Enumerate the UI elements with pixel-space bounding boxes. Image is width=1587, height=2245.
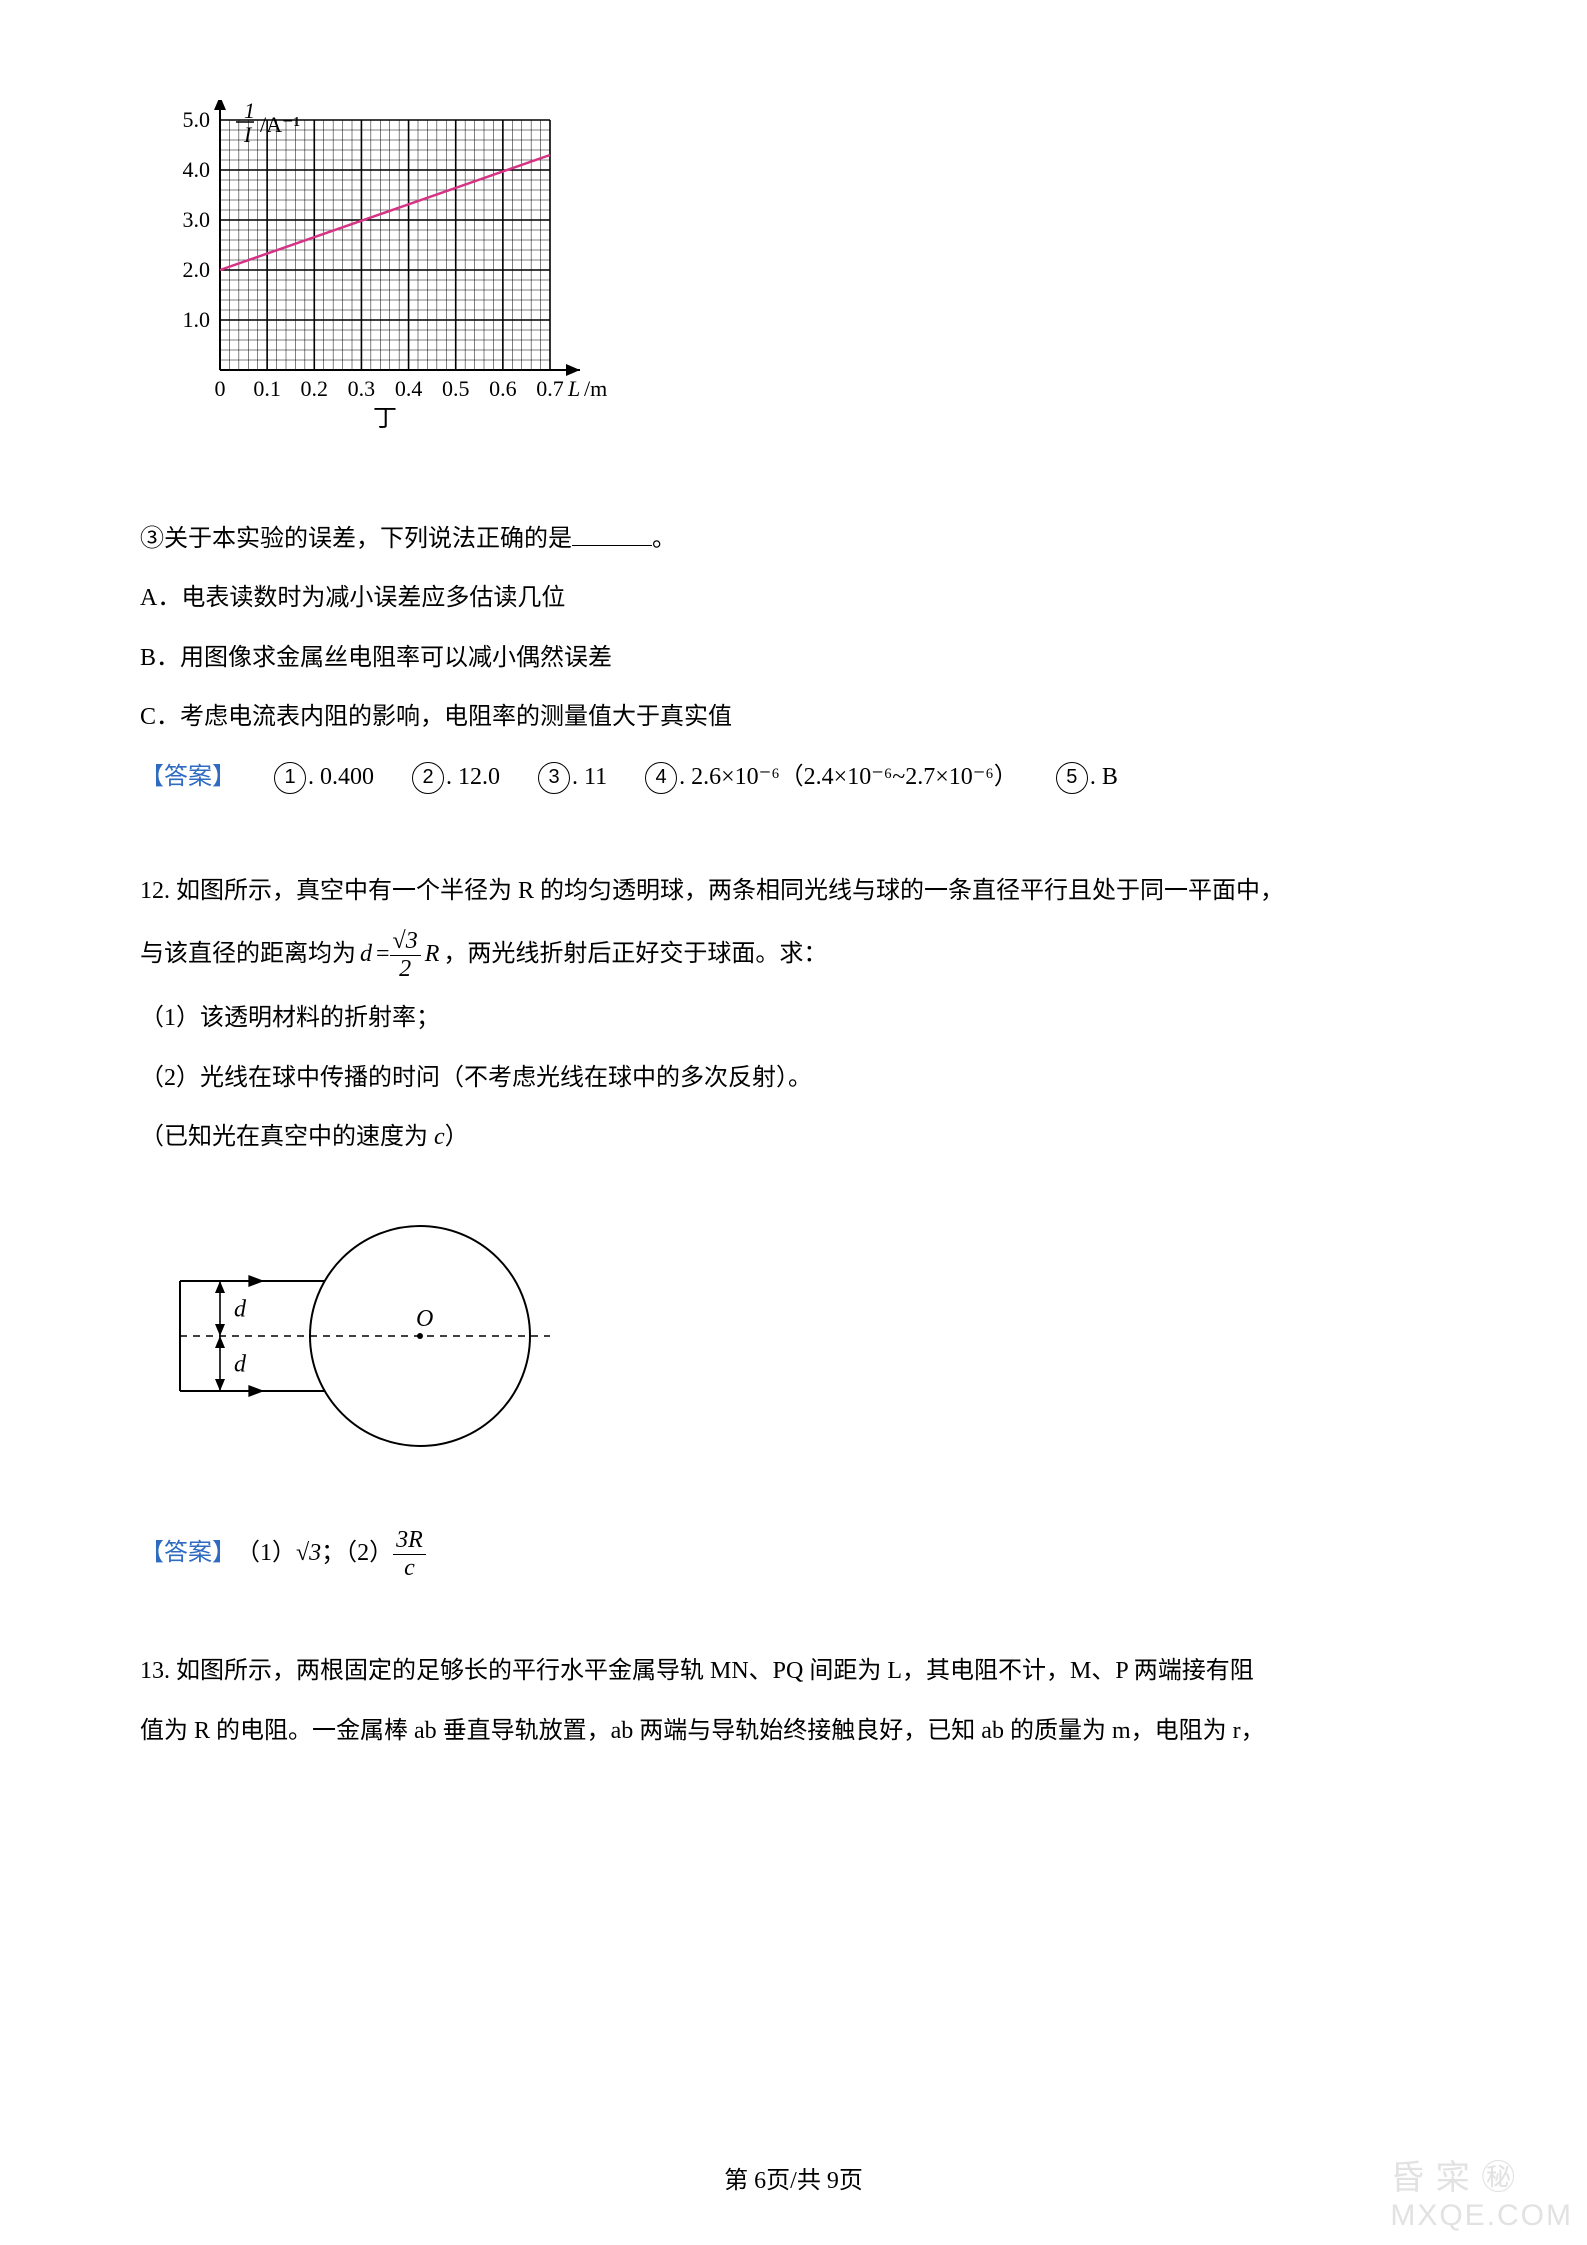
q12-line1-text: 如图所示，真空中有一个半径为 R 的均匀透明球，两条相同光线与球的一条直径平行且… bbox=[176, 878, 1284, 904]
watermark-bot: MXQE.COM bbox=[1390, 2199, 1573, 2233]
q3-intro: ③关于本实验的误差，下列说法正确的是 。 bbox=[140, 517, 1447, 563]
eq-root: 3 bbox=[406, 928, 418, 954]
svg-text:/A⁻¹: /A⁻¹ bbox=[260, 112, 300, 137]
svg-text:d: d bbox=[234, 1351, 247, 1377]
answer-row-1: 【答案】 1. 0.400 2. 12.0 3. 11 4. 2.6×10⁻⁶（… bbox=[140, 755, 1447, 801]
eq-den: 2 bbox=[390, 956, 421, 982]
ans-val-4: 2.6×10⁻⁶（2.4×10⁻⁶~2.7×10⁻⁶） bbox=[691, 764, 1018, 790]
ans-2: 2. 12.0 bbox=[410, 755, 500, 801]
ans-val-2: 12.0 bbox=[458, 764, 500, 790]
answer-label: 【答案】 bbox=[140, 755, 236, 801]
svg-text:4.0: 4.0 bbox=[183, 157, 211, 182]
q12-line2: 与该直径的距离均为 d = √3 2 R ，两光线折射后正好交于球面。求： bbox=[140, 928, 1447, 982]
svg-text:1.0: 1.0 bbox=[183, 307, 211, 332]
q3-intro-text: ③关于本实验的误差，下列说法正确的是 bbox=[140, 526, 572, 552]
option-C: C．考虑电流表内阻的影响，电阻率的测量值大于真实值 bbox=[140, 695, 1447, 741]
svg-text:3.0: 3.0 bbox=[183, 207, 211, 232]
q12-num: 12. bbox=[140, 878, 176, 904]
q12-ans1-label: （1） bbox=[236, 1531, 296, 1577]
q13-line1: 13. 如图所示，两根固定的足够长的平行水平金属导轨 MN、PQ 间距为 L，其… bbox=[140, 1649, 1447, 1695]
svg-text:0.6: 0.6 bbox=[489, 376, 517, 401]
svg-text:1: 1 bbox=[244, 100, 255, 123]
page-footer: 第 6页/共 9页 bbox=[0, 2160, 1587, 2195]
q12-line2a: 与该直径的距离均为 bbox=[140, 932, 356, 978]
graph-1-over-I-vs-L: 1.0 2.0 3.0 4.0 5.0 0 0.1 0.2 0.3 0.4 0.5 0.6 0.7 1I /… bbox=[150, 100, 1447, 477]
q12-part1: （1）该透明材料的折射率； bbox=[140, 996, 1447, 1042]
eq-d: d bbox=[360, 932, 372, 978]
answer-label-2: 【答案】 bbox=[140, 1531, 236, 1577]
q13-num: 13. bbox=[140, 1658, 176, 1684]
ans-val-3: 11 bbox=[584, 764, 607, 790]
circled-4: 4 bbox=[645, 762, 677, 794]
circled-3: 3 bbox=[538, 762, 570, 794]
q12-line2b: ，两光线折射后正好交于球面。求： bbox=[443, 932, 827, 978]
q13-line2: 值为 R 的电阻。一金属棒 ab 垂直导轨放置，ab 两端与导轨始终接触良好，已… bbox=[140, 1709, 1447, 1755]
ans-5: 5. B bbox=[1054, 755, 1118, 801]
q12-ans1-val: √3 bbox=[296, 1531, 321, 1577]
q12-part2: （2）光线在球中传播的时问（不考虑光线在球中的多次反射）。 bbox=[140, 1056, 1447, 1102]
q12-part3b: ） bbox=[445, 1124, 469, 1150]
q12-ans2-den: c bbox=[393, 1555, 426, 1581]
circled-1: 1 bbox=[274, 762, 306, 794]
q12-answer: 【答案】 （1） √3 ；（2） 3R c bbox=[140, 1527, 1447, 1581]
svg-text:0: 0 bbox=[215, 376, 226, 401]
ans-val-5: B bbox=[1102, 764, 1118, 790]
svg-text:5.0: 5.0 bbox=[183, 107, 211, 132]
svg-text:0.7: 0.7 bbox=[536, 376, 564, 401]
eq-R: R bbox=[425, 932, 440, 978]
svg-text:2.0: 2.0 bbox=[183, 257, 211, 282]
svg-text:0.2: 0.2 bbox=[301, 376, 329, 401]
svg-text:d: d bbox=[234, 1296, 247, 1322]
ans-1: 1. 0.400 bbox=[272, 755, 374, 801]
option-A: A．电表读数时为减小误差应多估读几位 bbox=[140, 576, 1447, 622]
q13-line1-text: 如图所示，两根固定的足够长的平行水平金属导轨 MN、PQ 间距为 L，其电阻不计… bbox=[176, 1658, 1254, 1684]
svg-text:0.4: 0.4 bbox=[395, 376, 423, 401]
q12-ans2-num: 3R bbox=[393, 1527, 426, 1554]
svg-text:L: L bbox=[567, 376, 580, 401]
svg-text:/m: /m bbox=[584, 376, 607, 401]
svg-text:0.1: 0.1 bbox=[253, 376, 281, 401]
ans-4: 4. 2.6×10⁻⁶（2.4×10⁻⁶~2.7×10⁻⁶） bbox=[643, 755, 1018, 801]
svg-text:0.5: 0.5 bbox=[442, 376, 470, 401]
q3-suffix: 。 bbox=[652, 526, 676, 552]
option-B: B．用图像求金属丝电阻率可以减小偶然误差 bbox=[140, 636, 1447, 682]
eq-num: √3 bbox=[390, 928, 421, 955]
eq-eq: = bbox=[376, 932, 390, 978]
sphere-svg: d d O bbox=[150, 1191, 550, 1481]
q3-blank bbox=[572, 523, 652, 546]
q12-part3a: （已知光在真空中的速度为 bbox=[140, 1124, 434, 1150]
q12-line1: 12. 如图所示，真空中有一个半径为 R 的均匀透明球，两条相同光线与球的一条直… bbox=[140, 869, 1447, 915]
q12-part3-c: c bbox=[434, 1124, 445, 1150]
ans-3: 3. 11 bbox=[536, 755, 607, 801]
circled-5: 5 bbox=[1056, 762, 1088, 794]
q12-ans2-frac: 3R c bbox=[393, 1527, 426, 1581]
watermark: 昏 寀 ㊙ MXQE.COM bbox=[1390, 2150, 1573, 2233]
svg-text:I: I bbox=[243, 122, 253, 147]
svg-text:丁: 丁 bbox=[373, 406, 397, 432]
svg-text:O: O bbox=[416, 1306, 433, 1332]
graph-svg: 1.0 2.0 3.0 4.0 5.0 0 0.1 0.2 0.3 0.4 0.5 0.6 0.7 1I /… bbox=[150, 100, 610, 460]
sphere-diagram: d d O bbox=[150, 1191, 1447, 1498]
q12-ans-sep: ；（2） bbox=[321, 1531, 393, 1577]
root3: 3 bbox=[309, 1540, 321, 1566]
watermark-top: 昏 寀 ㊙ bbox=[1390, 2150, 1573, 2199]
svg-text:0.3: 0.3 bbox=[348, 376, 376, 401]
circled-2: 2 bbox=[412, 762, 444, 794]
eq-frac: √3 2 bbox=[390, 928, 421, 982]
q12-part3: （已知光在真空中的速度为 c） bbox=[140, 1115, 1447, 1161]
ans-val-1: 0.400 bbox=[320, 764, 374, 790]
